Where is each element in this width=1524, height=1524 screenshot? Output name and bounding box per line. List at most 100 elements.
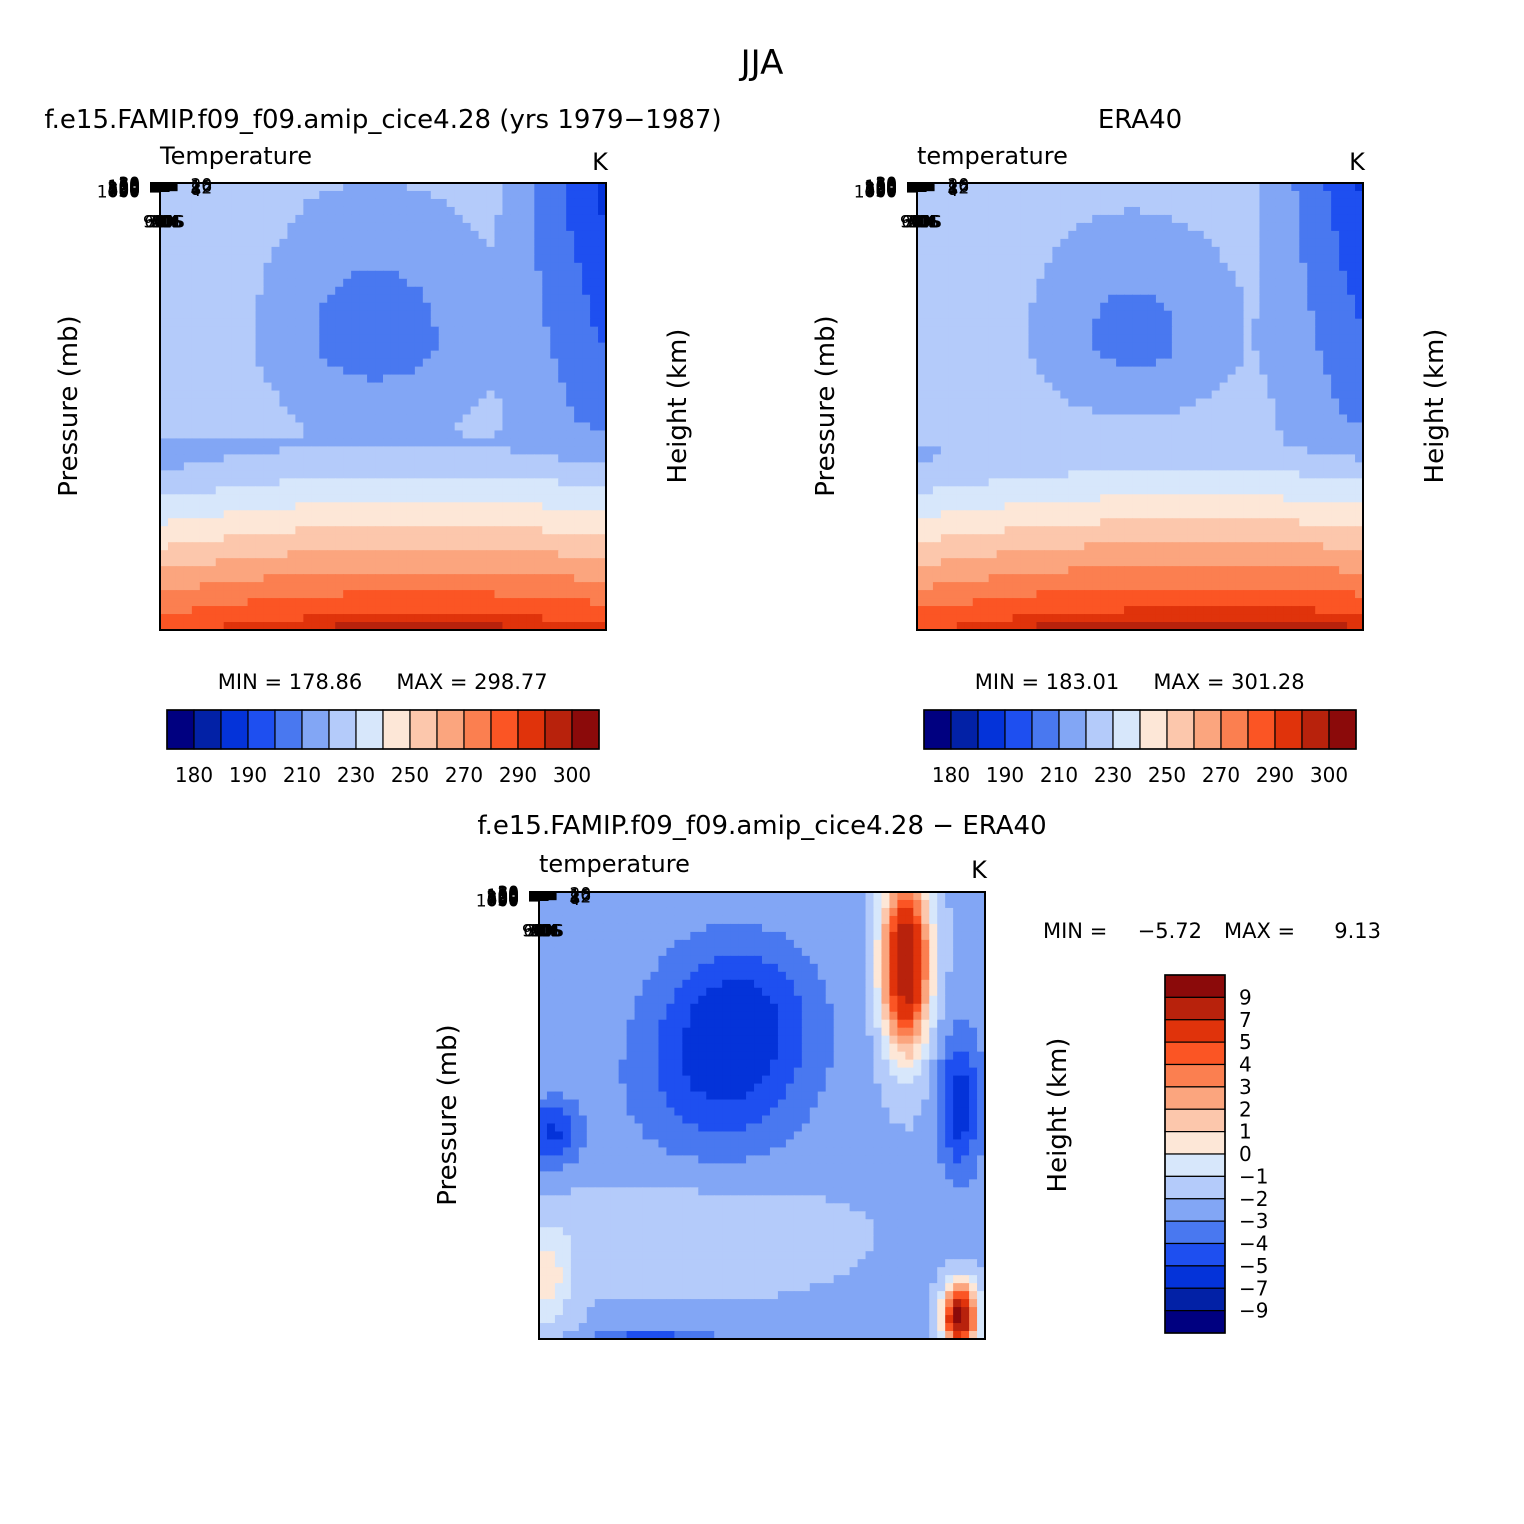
contour-cell — [271, 390, 281, 400]
contour-cell — [510, 430, 519, 440]
contour-cell — [231, 294, 241, 304]
contour-cell — [223, 430, 233, 440]
contour-cell — [271, 454, 281, 463]
contour-cell — [191, 430, 201, 440]
contour-cell — [1084, 406, 1093, 416]
contour-cell — [518, 614, 527, 623]
contour-cell — [582, 302, 591, 312]
contour-cell — [1355, 262, 1363, 272]
contour-cell — [502, 326, 512, 336]
contour-cell — [422, 342, 432, 352]
contour-cell — [303, 318, 312, 328]
contour-cell — [247, 574, 257, 583]
contour-cell — [175, 190, 185, 200]
contour-cell — [303, 310, 312, 320]
contour-cell — [1187, 406, 1197, 416]
contour-cell — [1012, 390, 1022, 400]
contour-cell — [167, 502, 177, 511]
contour-cell — [438, 478, 448, 487]
contour-cell — [406, 550, 416, 559]
contour-cell — [917, 398, 926, 408]
contour-cell — [183, 574, 193, 583]
contour-cell — [263, 350, 273, 360]
contour-cell — [1195, 350, 1205, 360]
contour-cell — [367, 518, 376, 527]
contour-cell — [1227, 254, 1237, 264]
contour-cell — [446, 238, 456, 248]
contour-cell — [311, 414, 320, 424]
contour-cell — [367, 198, 376, 208]
contour-cell — [255, 262, 265, 272]
contour-cell — [223, 582, 233, 591]
contour-cell — [191, 262, 201, 272]
contour-cell — [470, 422, 480, 432]
contour-cell — [422, 494, 432, 503]
contour-cell — [367, 374, 376, 384]
contour-cell — [287, 230, 296, 240]
contour-cell — [327, 414, 336, 424]
contour-cell — [160, 534, 169, 543]
contour-cell — [167, 262, 177, 272]
contour-cell — [303, 422, 312, 432]
contour-cell — [1283, 382, 1292, 392]
contour-cell — [1307, 206, 1316, 216]
contour-cell — [550, 494, 559, 503]
contour-cell — [1100, 382, 1109, 392]
contour-cell — [1140, 422, 1149, 432]
contour-cell — [972, 278, 982, 288]
contour-cell — [582, 214, 591, 224]
contour-cell — [422, 310, 432, 320]
contour-cell — [1195, 270, 1205, 280]
contour-cell — [160, 622, 169, 630]
contour-cell — [271, 470, 281, 479]
contour-cell — [263, 214, 273, 224]
contour-cell — [351, 606, 360, 615]
contour-cell — [175, 438, 185, 448]
contour-cell — [287, 366, 296, 376]
contour-cell — [518, 590, 527, 599]
contour-cell — [590, 542, 599, 551]
contour-cell — [335, 310, 344, 320]
contour-cell — [486, 494, 496, 503]
contour-cell — [279, 206, 289, 216]
contour-cell — [582, 230, 591, 240]
contour-cell — [183, 254, 193, 264]
contour-cell — [924, 350, 934, 360]
contour-cell — [1355, 183, 1363, 192]
contour-cell — [215, 183, 225, 192]
contour-cell — [1004, 183, 1014, 192]
contour-cell — [383, 318, 392, 328]
contour-cell — [1028, 342, 1038, 352]
contour-cell — [183, 430, 193, 440]
contour-cell — [948, 222, 958, 232]
contour-cell — [1179, 190, 1189, 200]
contour-cell — [175, 246, 185, 256]
contour-cell — [542, 590, 551, 599]
contour-cell — [510, 206, 519, 216]
contour-cell — [582, 390, 591, 400]
contour-cell — [1251, 366, 1261, 376]
contour-cell — [175, 262, 185, 272]
contour-cell — [1235, 278, 1245, 288]
contour-cell — [295, 342, 304, 352]
contour-cell — [175, 598, 185, 607]
contour-cell — [590, 366, 599, 376]
contour-cell — [964, 254, 974, 264]
contour-cell — [1179, 198, 1189, 208]
contour-cell — [1140, 206, 1149, 216]
contour-cell — [558, 406, 567, 416]
contour-cell — [406, 486, 416, 495]
contour-cell — [1076, 222, 1085, 232]
contour-cell — [1235, 390, 1245, 400]
contour-cell — [582, 494, 591, 503]
contour-cell — [478, 262, 488, 272]
contour-cell — [327, 294, 336, 304]
contour-cell — [223, 414, 233, 424]
contour-cell — [446, 486, 456, 495]
contour-cell — [1084, 262, 1093, 272]
contour-cell — [367, 238, 376, 248]
contour-cell — [231, 390, 241, 400]
contour-cell — [948, 350, 958, 360]
contour-cell — [598, 326, 606, 336]
contour-cell — [1299, 198, 1308, 208]
